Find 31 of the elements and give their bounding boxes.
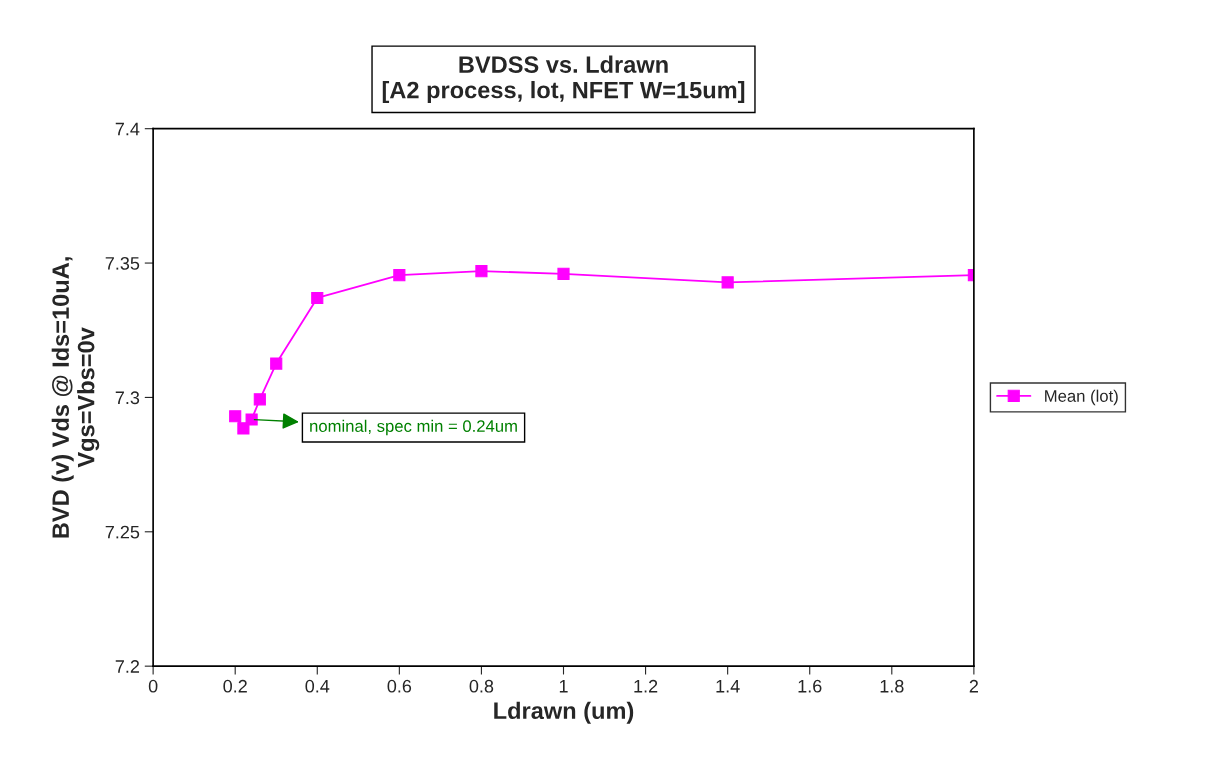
- x-tick-label: 1.2: [634, 679, 658, 693]
- y-tick-label: 7.3: [115, 391, 140, 405]
- point: [253, 393, 266, 406]
- x-tick-label: 1.4: [716, 680, 740, 693]
- point: [475, 265, 488, 278]
- x-tick-label: 1.8: [880, 679, 904, 693]
- point: [393, 269, 406, 282]
- point: [557, 267, 570, 280]
- point: [721, 276, 734, 289]
- chart-title: BVDSS vs. Ldrawn [A2 process, lot, NFET W=15um]: [382, 55, 745, 104]
- x-tick-label: 0.4: [305, 679, 330, 693]
- y-tick-label: 7.35: [105, 256, 140, 270]
- point: [229, 410, 242, 423]
- x-tick-label: 0.8: [469, 679, 494, 693]
- y-tick-label: 7.2: [115, 660, 140, 673]
- x-tick-label: 0.6: [387, 679, 412, 693]
- x-tick-label: 1: [559, 680, 568, 693]
- y-tick-label: 7.25: [105, 525, 140, 539]
- point: [311, 291, 324, 305]
- x-tick-label: 0: [148, 679, 158, 693]
- y-tick-label: 7.4: [115, 122, 140, 136]
- y-axis-title: BVD (v) Vds @ Ids=10uA, Vgs=Vbs=0v: [51, 257, 100, 538]
- point: [237, 422, 250, 435]
- x-tick-label: 2: [969, 679, 978, 693]
- x-tick-label: 1.6: [798, 679, 822, 693]
- x-axis-title: Ldrawn (um): [494, 701, 634, 724]
- legend-label: Mean (lot): [1045, 389, 1118, 406]
- point: [270, 357, 283, 370]
- point: [245, 413, 258, 426]
- annotation: nominal, spec min = 0.24um: [310, 419, 517, 436]
- x-tick-label: 0.2: [223, 679, 247, 693]
